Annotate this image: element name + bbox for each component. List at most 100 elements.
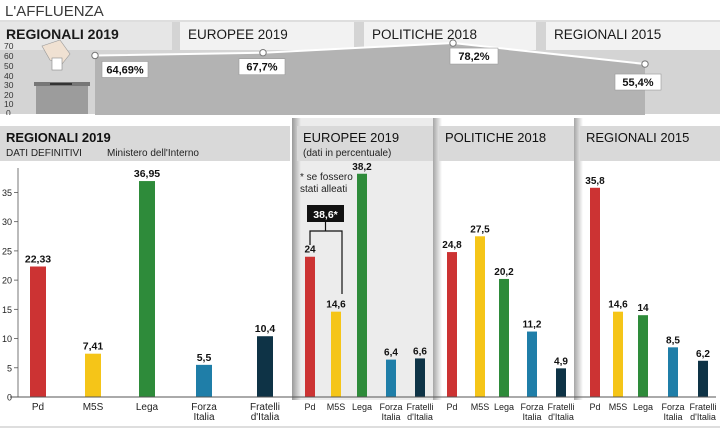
bar-pd <box>590 187 600 397</box>
bar-value-label: 14,6 <box>608 300 628 311</box>
ballot-box-icon <box>34 39 90 114</box>
panel-title-politiche2018: POLITICHE 2018 <box>445 130 546 145</box>
bar-value-label: 24,8 <box>442 240 462 251</box>
bar-category-label: Italia <box>193 412 215 423</box>
bar-category-label: d'Italia <box>407 412 433 422</box>
regionali2015-panel-shadow <box>574 118 583 400</box>
bar-forza-italia <box>527 331 537 397</box>
bar-pd <box>447 252 457 397</box>
bar-value-label: 36,95 <box>134 168 160 180</box>
panel-header-politiche2018 <box>439 126 574 161</box>
bar-fratelli-d-italia <box>556 368 566 397</box>
bar-m5s <box>613 311 623 397</box>
turnout-label-1: REGIONALI 2019 <box>6 26 119 42</box>
bar-category-label: Fratelli <box>250 402 280 413</box>
bar-y-tick-label: 5 <box>7 363 12 373</box>
turnout-point <box>641 60 649 68</box>
turnout-value-box <box>238 58 286 76</box>
alliance-badge <box>307 205 344 222</box>
bar-category-label: M5S <box>83 402 104 413</box>
politiche-panel-shadow <box>433 118 442 400</box>
bar-pd <box>30 266 46 397</box>
bar-forza-italia <box>386 359 396 397</box>
bar-lega <box>357 173 367 397</box>
bar-y-tick-label: 0 <box>7 393 12 403</box>
panel-title-europee2019: EUROPEE 2019 <box>303 130 399 145</box>
bar-value-label: 20,2 <box>494 267 514 278</box>
bar-category-label: M5S <box>609 402 628 412</box>
turnout-y-tick: 50 <box>4 61 14 71</box>
bar-y-tick-label: 35 <box>2 188 12 198</box>
header-title: L'AFFLUENZA <box>5 3 104 20</box>
bar-value-label: 6,6 <box>413 346 427 357</box>
turnout-y-tick: 60 <box>4 51 14 61</box>
bar-y-tick-label: 10 <box>2 334 12 344</box>
turnout-y-tick: 10 <box>4 99 14 109</box>
turnout-point <box>259 49 267 57</box>
bar-category-label: Forza <box>661 402 684 412</box>
bar-value-label: 7,41 <box>83 341 104 353</box>
turnout-y-tick: 20 <box>4 90 14 100</box>
bar-value-label: 38,2 <box>352 162 372 173</box>
bar-y-tick-label: 30 <box>2 217 12 227</box>
bar-category-label: Pd <box>304 402 315 412</box>
bar-m5s <box>475 236 485 397</box>
bar-value-label: 8,5 <box>666 335 680 346</box>
bar-fratelli-d-italia <box>257 336 273 397</box>
bar-category-label: Forza <box>191 402 217 413</box>
bar-value-label: 22,33 <box>25 254 51 266</box>
turnout-value-box <box>449 47 499 65</box>
panel-subtitle-regionali2019: DATI DEFINITIVI <box>6 148 82 159</box>
panel-header-europee2019 <box>297 126 433 161</box>
bar-category-label: Pd <box>32 402 44 413</box>
turnout-tab-europee2019 <box>180 22 354 50</box>
bar-category-label: Fratelli <box>689 402 716 412</box>
bar-pd <box>305 256 315 397</box>
panel-title-regionali2019: REGIONALI 2019 <box>6 130 111 145</box>
turnout-y-tick: 0 <box>6 108 11 118</box>
header-band <box>0 0 720 20</box>
bar-category-label: Lega <box>136 402 159 413</box>
turnout-value-label: 78,2% <box>458 51 489 63</box>
bar-value-label: 35,8 <box>585 176 605 187</box>
bar-forza-italia <box>196 364 212 397</box>
bar-value-label: 11,2 <box>523 320 542 331</box>
turnout-value-label: 67,7% <box>246 62 277 74</box>
turnout-label-3: POLITICHE 2018 <box>372 27 477 42</box>
bar-category-label: Pd <box>589 402 600 412</box>
panel-header-regionali2015 <box>580 126 720 161</box>
bar-layer: 22,33Pd7,41M5S36,95Lega5,5ForzaItalia10,… <box>25 162 717 423</box>
bar-category-label: Lega <box>494 402 514 412</box>
bar-fratelli-d-italia <box>698 360 708 397</box>
turnout-label-2: EUROPEE 2019 <box>188 27 288 42</box>
bar-category-label: Fratelli <box>547 402 574 412</box>
bar-value-label: 10,4 <box>255 323 276 335</box>
turnout-tab-row: REGIONALI 2019 EUROPEE 2019 POLITICHE 20… <box>0 22 720 50</box>
bar-value-label: 5,5 <box>197 352 212 364</box>
turnout-label-4: REGIONALI 2015 <box>554 27 661 42</box>
panel-source-regionali2019: Ministero dell'Interno <box>107 148 199 159</box>
bar-value-label: 6,4 <box>384 348 398 359</box>
bar-category-label: Lega <box>352 402 372 412</box>
bar-category-label: Italia <box>381 412 400 422</box>
bar-value-label: 6,2 <box>696 349 710 360</box>
bar-value-label: 4,9 <box>554 356 568 367</box>
turnout-tab-regionali2019 <box>0 22 172 50</box>
bar-category-label: Italia <box>522 412 541 422</box>
bar-category-label: Lega <box>633 402 653 412</box>
bar-category-label: M5S <box>327 402 346 412</box>
bar-value-label: 24 <box>304 245 316 256</box>
bar-lega <box>139 181 155 397</box>
bar-category-label: Forza <box>379 402 402 412</box>
turnout-tab-regionali2015 <box>546 22 720 50</box>
turnout-y-tick: 40 <box>4 71 14 81</box>
turnout-area-layer: 64,69% 67,7% 78,2% 55,4% <box>91 39 662 115</box>
bar-forza-italia <box>668 347 678 397</box>
bar-value-label: 14,6 <box>326 300 346 311</box>
turnout-y-axis: 70 60 50 40 30 20 10 0 <box>4 41 14 118</box>
bar-category-label: Pd <box>446 402 457 412</box>
europee-panel-shadow <box>292 118 301 400</box>
turnout-point <box>91 51 99 60</box>
